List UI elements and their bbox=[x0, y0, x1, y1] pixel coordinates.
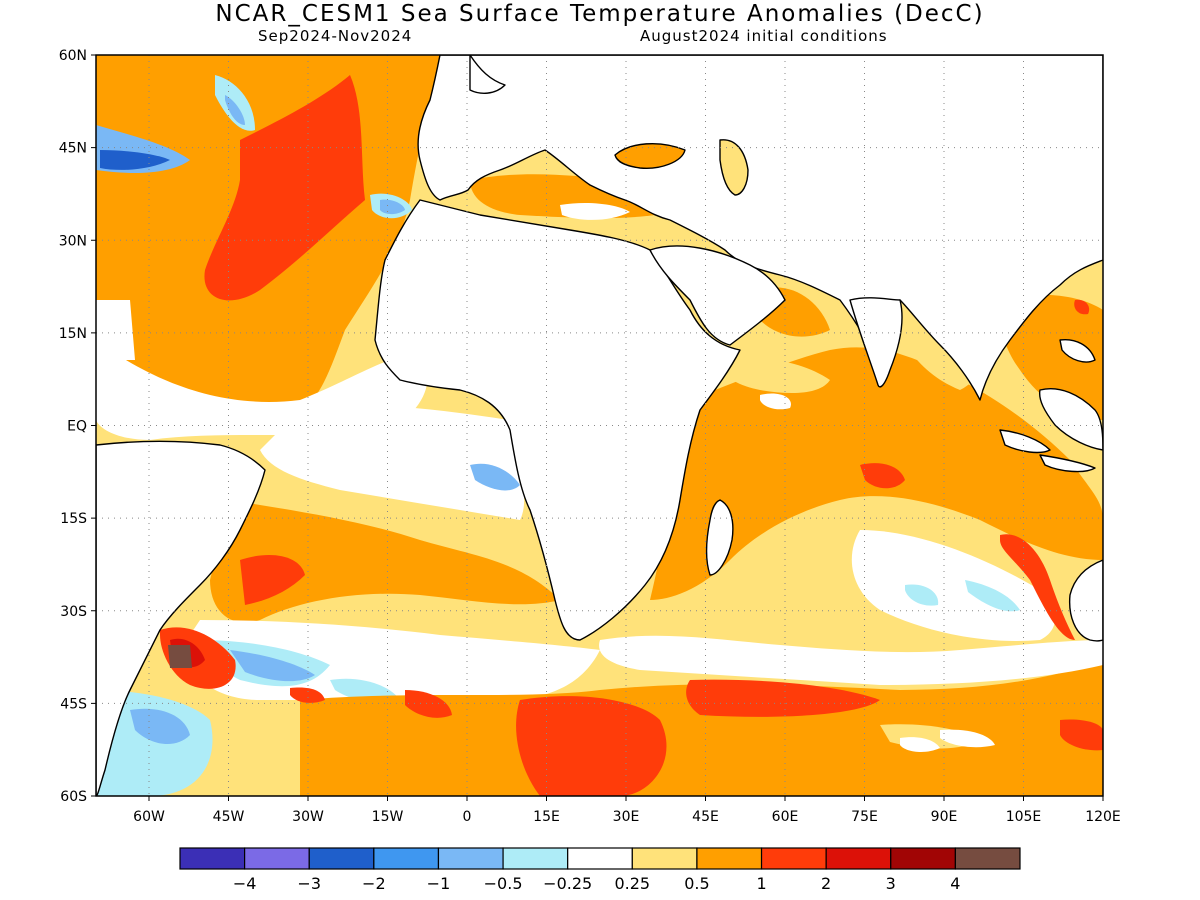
colorbar-swatch bbox=[567, 847, 633, 870]
lon-tick-label: 0 bbox=[463, 809, 472, 825]
colorbar-swatch bbox=[244, 847, 310, 870]
colorbar-swatch bbox=[954, 847, 1021, 870]
lat-tick-label: 45S bbox=[60, 696, 87, 712]
colorbar-label: 0.25 bbox=[614, 874, 650, 893]
land-outlines bbox=[96, 55, 1103, 796]
colorbar-swatch bbox=[825, 847, 892, 870]
colorbar-swatch bbox=[437, 847, 504, 870]
colorbar-label: −1 bbox=[427, 874, 451, 893]
colorbar-label: −3 bbox=[297, 874, 321, 893]
map-title: NCAR_CESM1 Sea Surface Temperature Anoma… bbox=[215, 1, 985, 27]
lat-tick-label: 60S bbox=[60, 789, 87, 805]
colorbar-label: −4 bbox=[233, 874, 257, 893]
lat-tick-label: 15S bbox=[60, 511, 87, 527]
colorbar-label: 4 bbox=[950, 874, 960, 893]
initial-conditions: August2024 initial conditions bbox=[640, 27, 888, 45]
colorbar-label: 1 bbox=[756, 874, 766, 893]
lon-tick-label: 45E bbox=[692, 809, 719, 825]
colorbar-label: −0.25 bbox=[543, 874, 592, 893]
lon-tick-label: 30W bbox=[292, 809, 324, 825]
colorbar-label: 3 bbox=[886, 874, 896, 893]
lat-tick-label: EQ bbox=[67, 419, 87, 435]
lat-tick-label: 15N bbox=[59, 326, 87, 342]
colorbar-swatch bbox=[179, 847, 246, 870]
forecast-period: Sep2024-Nov2024 bbox=[258, 27, 413, 45]
lat-tick-label: 45N bbox=[59, 141, 87, 157]
lon-tick-label: 105E bbox=[1006, 809, 1042, 825]
colorbar-swatch bbox=[696, 847, 763, 870]
colorbar-swatch bbox=[760, 847, 827, 870]
lon-tick-label: 60E bbox=[772, 809, 799, 825]
colorbar-label: 2 bbox=[821, 874, 831, 893]
lon-tick-label: 15W bbox=[372, 809, 404, 825]
colorbar: −4 −3 −2 −1 −0.5 −0.25 0.25 0.5 1 2 3 4 bbox=[179, 847, 1021, 893]
lon-tick-label: 120E bbox=[1085, 809, 1121, 825]
longitude-axis: 60W 45W 30W 15W 0 15E 30E 45E 60E 75E 90E 105E 120E bbox=[133, 796, 1121, 825]
lat-tick-label: 30S bbox=[60, 604, 87, 620]
lat-tick-label: 30N bbox=[59, 233, 87, 249]
colorbar-swatch bbox=[502, 847, 569, 870]
colorbar-label: −0.5 bbox=[484, 874, 523, 893]
latitude-axis: 60N 45N 30N 15N EQ 15S 30S 45S 60S bbox=[59, 48, 96, 805]
lon-tick-label: 15E bbox=[533, 809, 560, 825]
lon-tick-label: 90E bbox=[931, 809, 958, 825]
colorbar-label: 0.5 bbox=[684, 874, 709, 893]
lon-tick-label: 30E bbox=[613, 809, 640, 825]
lon-tick-label: 45W bbox=[213, 809, 245, 825]
lon-tick-label: 75E bbox=[851, 809, 878, 825]
colorbar-swatch bbox=[308, 847, 375, 870]
lat-tick-label: 60N bbox=[59, 48, 87, 64]
colorbar-swatch bbox=[631, 847, 698, 870]
colorbar-label: −2 bbox=[362, 874, 386, 893]
lon-tick-label: 60W bbox=[133, 809, 165, 825]
colorbar-swatch bbox=[373, 847, 440, 870]
colorbar-swatch bbox=[890, 847, 956, 870]
